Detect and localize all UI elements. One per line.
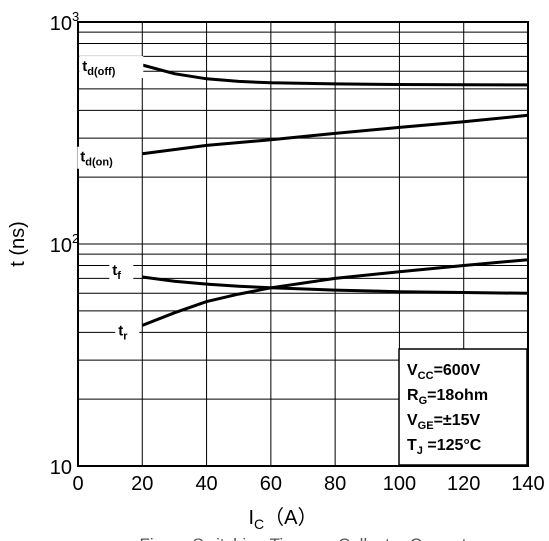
x-tick-label: 80 [324, 473, 346, 495]
conditions-subscript: GE [418, 420, 434, 432]
conditions-subscript: G [419, 395, 428, 407]
figure-caption: Figure Switching Time vs. Collector Curr… [140, 535, 467, 541]
x-tick-label: 60 [260, 473, 282, 495]
conditions-subscript: J [417, 445, 423, 457]
x-tick-label: 100 [383, 473, 416, 495]
conditions-subscript: CC [418, 370, 434, 382]
conditions-line: TJ =125°C [407, 437, 482, 457]
series-label-subscript: d(on) [85, 157, 113, 169]
y-tick-label: 10 [50, 457, 72, 479]
conditions-value: =125°C [423, 437, 482, 454]
plot-frame [77, 21, 529, 467]
series-label-bg [109, 260, 134, 283]
series-label: tf [112, 262, 121, 282]
series-label-bg [115, 320, 140, 343]
x-axis-label-subscript: C [254, 516, 264, 532]
y-tick-label: 10 [50, 235, 72, 257]
series-lines [141, 63, 529, 327]
y-tick-exponent: 2 [72, 231, 79, 246]
series-label-bg [77, 146, 134, 169]
series-label: tr [118, 322, 128, 342]
y-tick-label: 10 [50, 13, 72, 35]
conditions-box-frame [398, 348, 528, 466]
x-tick-label: 20 [131, 473, 153, 495]
x-tick-label: 0 [72, 473, 83, 495]
x-tick-label: 40 [195, 473, 217, 495]
conditions-value: =±15V [434, 412, 481, 429]
series-label-bg [79, 56, 144, 79]
conditions-line: RG=18ohm [407, 387, 488, 407]
x-tick-label: 140 [511, 473, 544, 495]
y-axis-label: t (ns) [7, 221, 29, 267]
x-axis-label-unit: （A） [264, 506, 317, 529]
y-tick-exponent: 3 [72, 9, 79, 24]
series-line [142, 113, 529, 156]
series-label-subscript: r [123, 330, 128, 342]
series-label-subscript: f [117, 270, 121, 282]
x-axis-label: IC（A） [248, 506, 317, 532]
conditions-value: =600V [434, 362, 481, 379]
series-label-subscript: d(off) [87, 66, 115, 78]
series-line [141, 258, 529, 327]
conditions-value: =18ohm [427, 387, 488, 404]
series-line [141, 63, 529, 87]
x-tick-label: 120 [447, 473, 480, 495]
